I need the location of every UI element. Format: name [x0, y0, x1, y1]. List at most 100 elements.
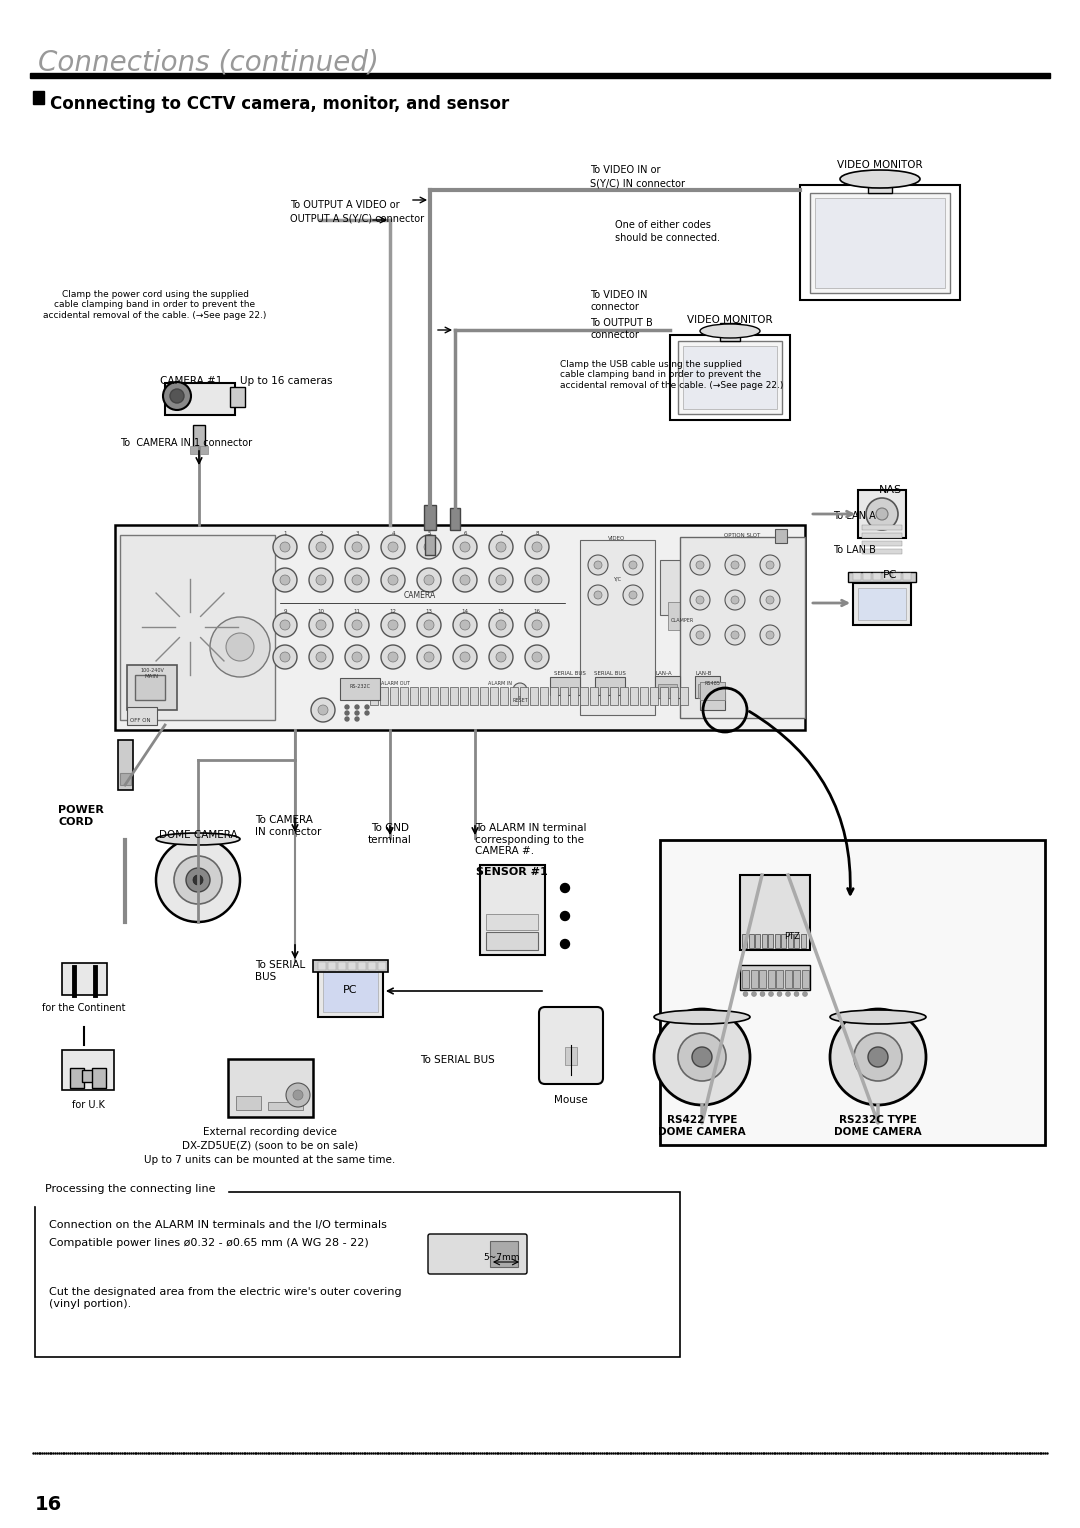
Bar	[600, 688, 608, 704]
Circle shape	[352, 652, 362, 662]
Circle shape	[489, 645, 513, 669]
Ellipse shape	[840, 170, 920, 188]
Text: SERIAL BUS: SERIAL BUS	[594, 671, 626, 675]
Circle shape	[316, 575, 326, 585]
Circle shape	[355, 704, 359, 709]
Circle shape	[226, 633, 254, 662]
Circle shape	[460, 575, 470, 585]
Circle shape	[122, 559, 258, 695]
Bar	[486, 932, 538, 950]
Circle shape	[453, 535, 477, 559]
Bar	[863, 573, 870, 581]
Bar	[570, 688, 578, 704]
Circle shape	[460, 620, 470, 630]
Text: Connection on the ALARM IN terminals and the I/O terminals: Connection on the ALARM IN terminals and…	[49, 1219, 387, 1230]
Circle shape	[696, 561, 704, 568]
Bar	[680, 536, 805, 718]
Bar	[323, 972, 378, 1012]
Circle shape	[293, 1089, 303, 1100]
Circle shape	[460, 542, 470, 552]
Circle shape	[760, 625, 780, 645]
Circle shape	[316, 652, 326, 662]
Bar	[30, 73, 1050, 78]
Circle shape	[831, 1008, 926, 1105]
Bar	[380, 688, 388, 704]
Text: POWER
CORD: POWER CORD	[58, 805, 104, 827]
FancyBboxPatch shape	[800, 185, 960, 299]
Bar	[660, 688, 669, 704]
Circle shape	[588, 585, 608, 605]
Bar	[862, 541, 902, 545]
Circle shape	[594, 591, 602, 599]
Bar	[370, 688, 378, 704]
Text: Cut the designated area from the electric wire's outer covering
(vinyl portion).: Cut the designated area from the electri…	[49, 1287, 402, 1308]
Bar	[700, 681, 725, 700]
Text: RS485: RS485	[704, 681, 720, 686]
Circle shape	[561, 883, 569, 892]
Circle shape	[355, 717, 359, 721]
Bar	[777, 970, 783, 989]
Circle shape	[854, 1033, 902, 1080]
Circle shape	[453, 568, 477, 591]
Bar	[580, 688, 588, 704]
Circle shape	[696, 631, 704, 639]
Text: Clamp the USB cable using the supplied
cable clamping band in order to prevent t: Clamp the USB cable using the supplied c…	[561, 361, 783, 390]
Text: CLAMPER: CLAMPER	[671, 617, 693, 623]
Circle shape	[186, 868, 210, 892]
Bar	[740, 966, 810, 990]
Circle shape	[273, 645, 297, 669]
Circle shape	[794, 992, 799, 996]
Text: 7: 7	[499, 532, 503, 536]
Text: CAMERA #1: CAMERA #1	[160, 376, 222, 387]
Circle shape	[532, 620, 542, 630]
Bar	[815, 199, 945, 287]
Text: OPTION SLOT: OPTION SLOT	[724, 533, 760, 538]
Bar	[700, 692, 725, 711]
Circle shape	[690, 555, 710, 575]
Bar	[82, 1070, 104, 1082]
Circle shape	[743, 992, 748, 996]
Text: 10: 10	[318, 610, 324, 614]
Text: VIDEO: VIDEO	[608, 536, 625, 541]
Bar	[700, 681, 725, 700]
Bar	[610, 688, 618, 704]
Bar	[903, 573, 912, 581]
Text: To  CAMERA IN 1 connector: To CAMERA IN 1 connector	[120, 439, 252, 448]
Circle shape	[525, 568, 549, 591]
Bar	[500, 688, 508, 704]
Circle shape	[460, 652, 470, 662]
Text: DX-ZD5UE(Z) (soon to be on sale): DX-ZD5UE(Z) (soon to be on sale)	[181, 1141, 359, 1151]
Circle shape	[280, 652, 291, 662]
FancyBboxPatch shape	[428, 1235, 527, 1274]
Bar	[313, 960, 388, 972]
Circle shape	[513, 683, 527, 697]
Text: Connections (continued): Connections (continued)	[38, 47, 379, 76]
Circle shape	[311, 698, 335, 723]
Text: should be connected.: should be connected.	[615, 232, 720, 243]
Bar	[595, 677, 625, 695]
Bar	[565, 1047, 577, 1065]
Circle shape	[866, 498, 897, 530]
Bar	[450, 507, 460, 530]
Text: RS-232C: RS-232C	[350, 685, 370, 689]
Text: 1: 1	[283, 532, 287, 536]
Circle shape	[388, 652, 399, 662]
Circle shape	[588, 555, 608, 575]
Circle shape	[417, 568, 441, 591]
Circle shape	[453, 613, 477, 637]
Circle shape	[629, 561, 637, 568]
Circle shape	[525, 613, 549, 637]
Circle shape	[785, 992, 791, 996]
Bar	[440, 688, 448, 704]
Text: Compatible power lines ø0.32 - ø0.65 mm (A WG 28 - 22): Compatible power lines ø0.32 - ø0.65 mm …	[49, 1238, 368, 1248]
Bar	[165, 384, 235, 416]
Circle shape	[802, 992, 808, 996]
Bar	[510, 688, 518, 704]
Bar	[390, 688, 399, 704]
Text: CAMERA: CAMERA	[404, 591, 436, 601]
Circle shape	[273, 535, 297, 559]
Text: 5~7mm: 5~7mm	[484, 1253, 521, 1262]
Circle shape	[525, 535, 549, 559]
Circle shape	[496, 575, 507, 585]
Circle shape	[365, 711, 369, 715]
